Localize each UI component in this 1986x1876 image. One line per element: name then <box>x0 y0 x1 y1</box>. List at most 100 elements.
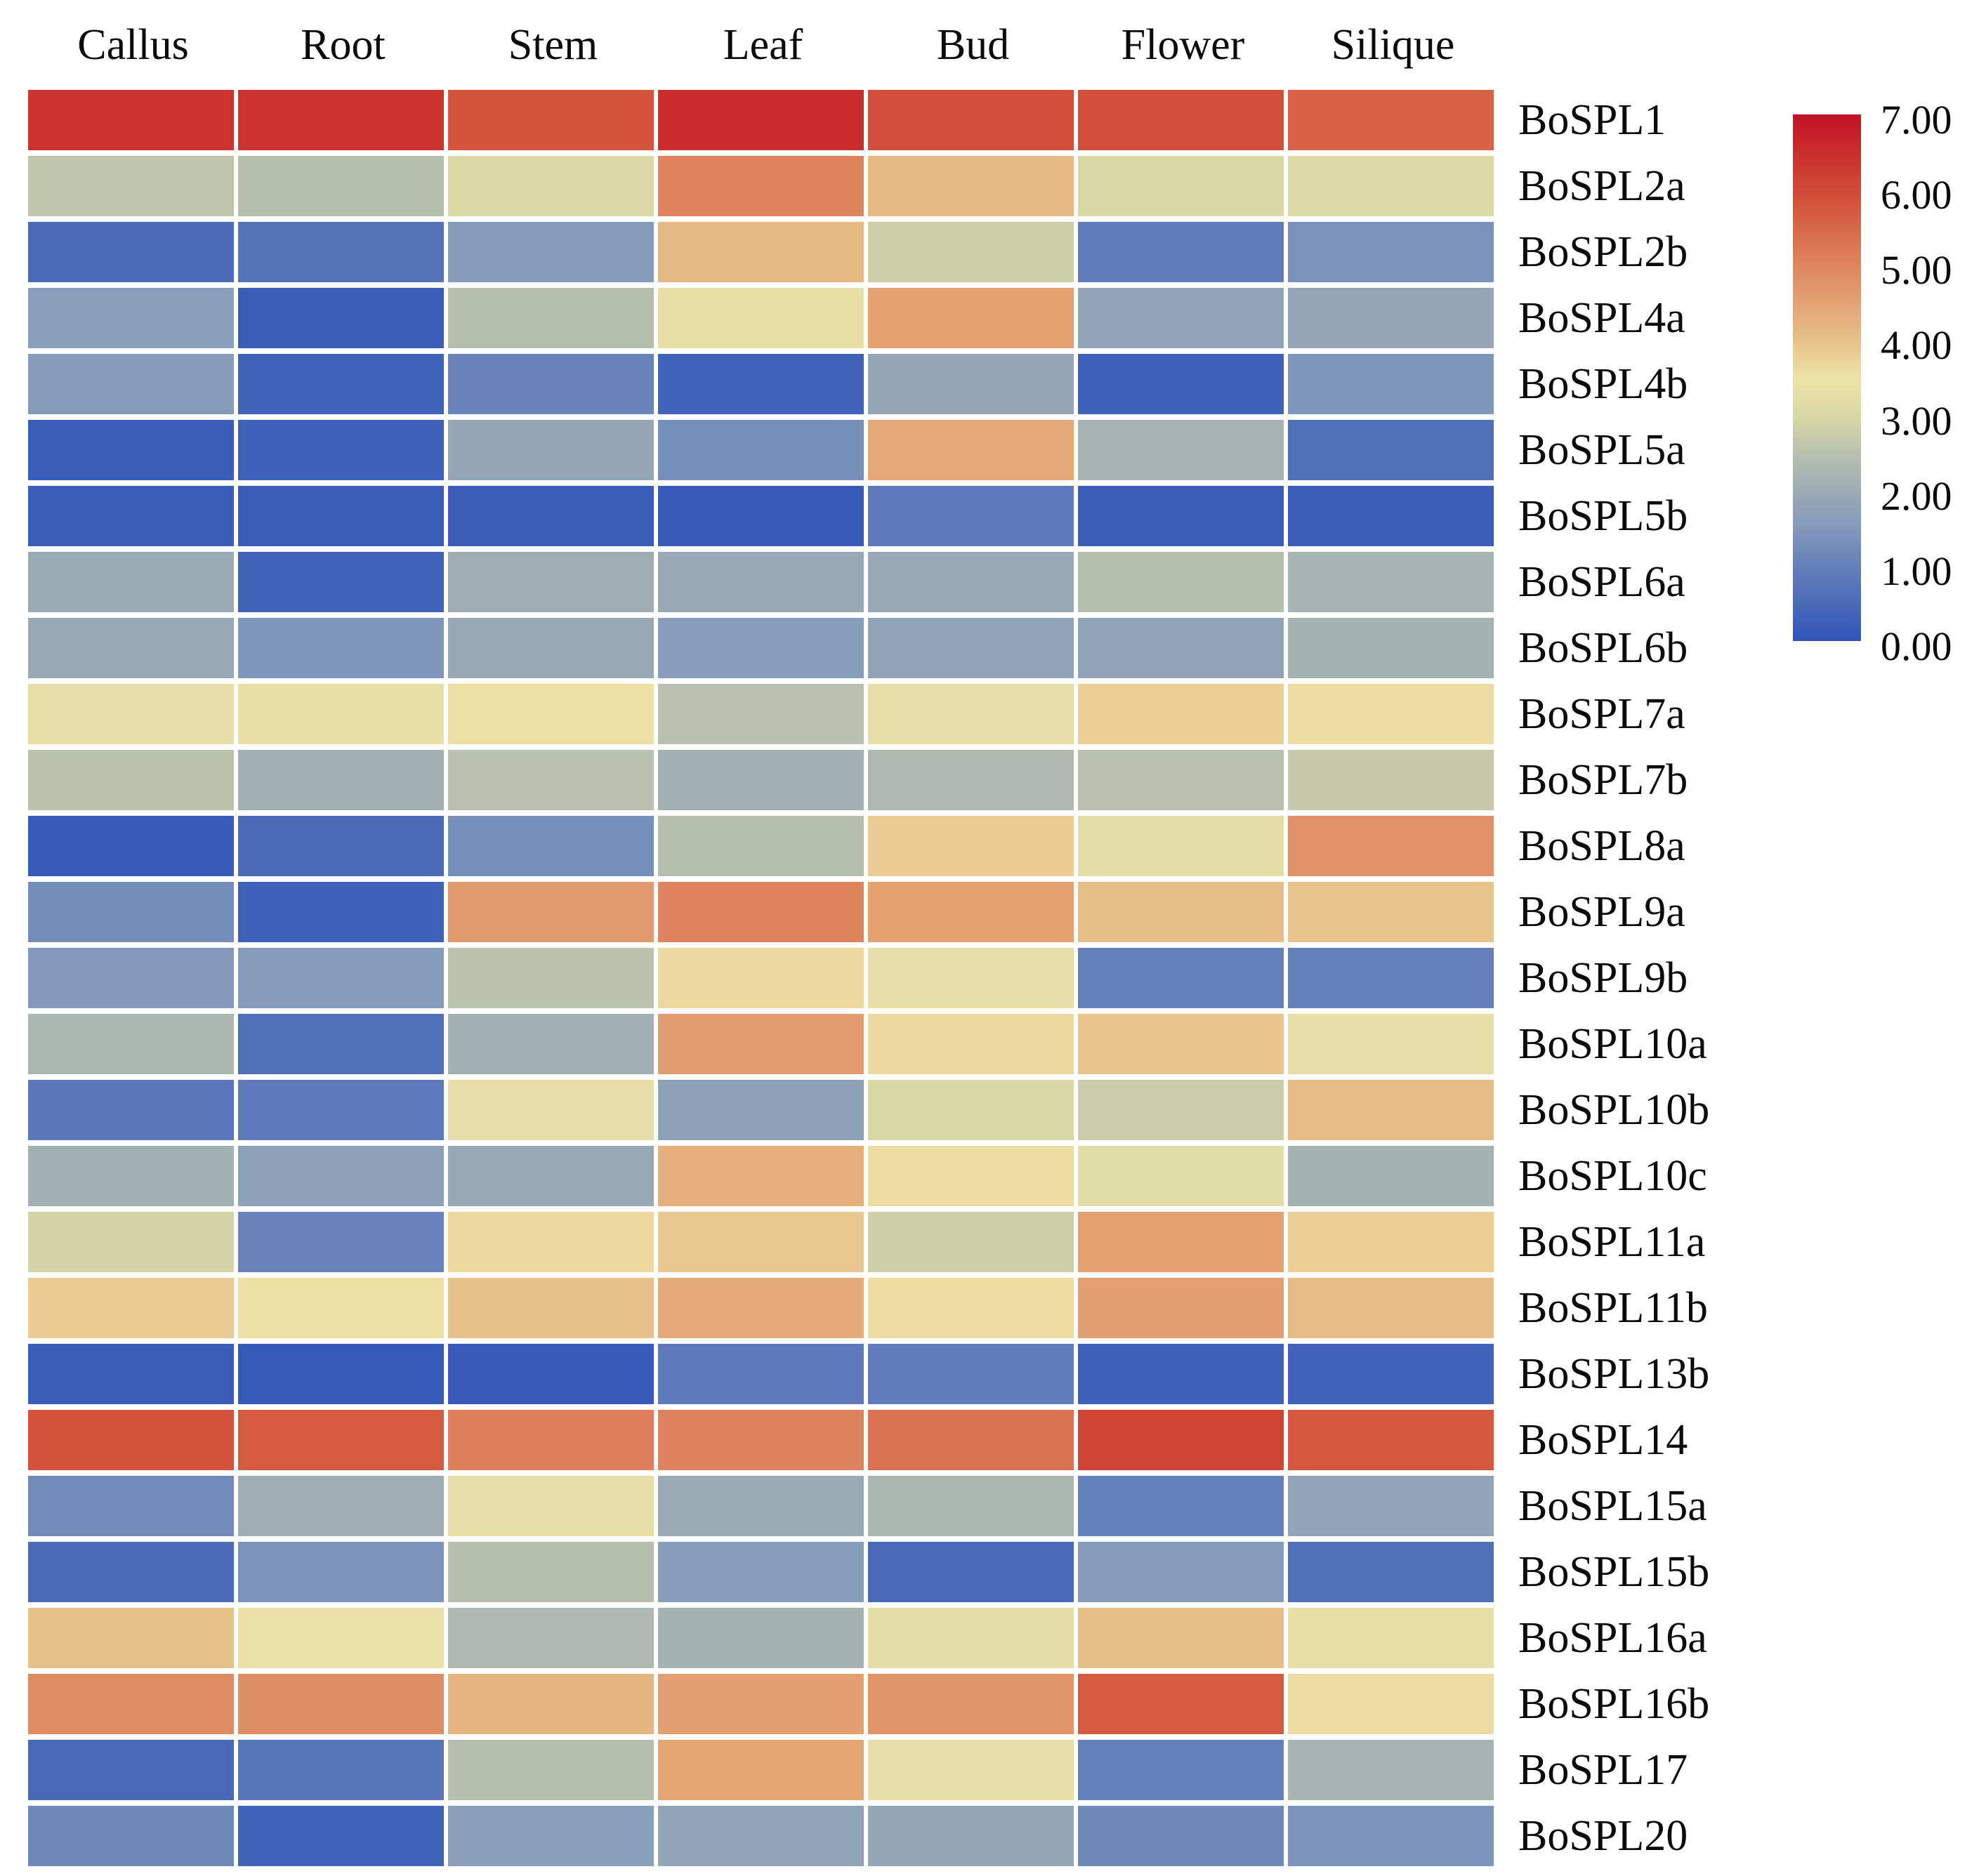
row-label-BoSPL10c: BoSPL10c <box>1518 1151 1707 1200</box>
row-label-BoSPL5b: BoSPL5b <box>1518 491 1688 540</box>
row-label-BoSPL2a: BoSPL2a <box>1518 161 1685 210</box>
heatmap-cell-BoSPL13b-Callus <box>28 1344 234 1404</box>
heatmap-cell-BoSPL1-Callus <box>28 90 234 150</box>
heatmap-cell-BoSPL13b-Root <box>238 1344 444 1404</box>
heatmap-cell-BoSPL9b-Bud <box>868 948 1074 1008</box>
heatmap-cell-BoSPL9a-Root <box>238 882 444 942</box>
heatmap-cell-BoSPL16b-Flower <box>1078 1674 1284 1734</box>
heatmap-cell-BoSPL1-Stem <box>448 90 654 150</box>
heatmap-cell-BoSPL13b-Stem <box>448 1344 654 1404</box>
colorbar-legend: 7.00 6.00 5.00 4.00 3.00 2.00 1.00 0.00 <box>1793 100 1986 690</box>
heatmap-cell-BoSPL2a-Silique <box>1288 156 1494 216</box>
colorbar-gradient <box>1793 114 1861 641</box>
heatmap-cell-BoSPL8a-Bud <box>868 816 1074 876</box>
heatmap-cell-BoSPL16b-Silique <box>1288 1674 1494 1734</box>
row-label-BoSPL16b: BoSPL16b <box>1518 1679 1710 1728</box>
heatmap-cell-BoSPL14-Leaf <box>658 1410 864 1470</box>
colorbar-tick-2.00: 2.00 <box>1881 473 1952 519</box>
heatmap-cell-BoSPL15b-Silique <box>1288 1542 1494 1602</box>
heatmap-cell-BoSPL7a-Leaf <box>658 684 864 744</box>
heatmap-cell-BoSPL15a-Bud <box>868 1476 1074 1536</box>
heatmap-cell-BoSPL5b-Flower <box>1078 486 1284 546</box>
heatmap-cell-BoSPL10b-Callus <box>28 1080 234 1140</box>
heatmap-cell-BoSPL1-Leaf <box>658 90 864 150</box>
heatmap-cell-BoSPL14-Callus <box>28 1410 234 1470</box>
column-header-stem: Stem <box>508 21 598 69</box>
colorbar-tick-7.00: 7.00 <box>1881 97 1952 143</box>
heatmap-cell-BoSPL16a-Silique <box>1288 1608 1494 1668</box>
heatmap-cell-BoSPL5b-Leaf <box>658 486 864 546</box>
heatmap-cell-BoSPL16a-Flower <box>1078 1608 1284 1668</box>
heatmap-cell-BoSPL2a-Flower <box>1078 156 1284 216</box>
heatmap-cell-BoSPL11a-Silique <box>1288 1212 1494 1272</box>
heatmap-cell-BoSPL7b-Silique <box>1288 750 1494 810</box>
heatmap-cell-BoSPL7b-Bud <box>868 750 1074 810</box>
row-label-BoSPL8a: BoSPL8a <box>1518 821 1685 870</box>
heatmap-cell-BoSPL10c-Leaf <box>658 1146 864 1206</box>
colorbar-tick-1.00: 1.00 <box>1881 548 1952 594</box>
heatmap-cell-BoSPL11b-Stem <box>448 1278 654 1338</box>
colorbar-tick-5.00: 5.00 <box>1881 247 1952 293</box>
heatmap-cell-BoSPL11a-Leaf <box>658 1212 864 1272</box>
heatmap-cell-BoSPL17-Silique <box>1288 1740 1494 1800</box>
heatmap-cell-BoSPL5a-Leaf <box>658 420 864 480</box>
row-label-BoSPL10b: BoSPL10b <box>1518 1085 1710 1134</box>
heatmap-cell-BoSPL9b-Stem <box>448 948 654 1008</box>
row-label-BoSPL10a: BoSPL10a <box>1518 1019 1707 1068</box>
heatmap-cell-BoSPL6a-Root <box>238 552 444 612</box>
column-header-bud: Bud <box>936 21 1010 69</box>
heatmap-cell-BoSPL15a-Callus <box>28 1476 234 1536</box>
heatmap-cell-BoSPL4a-Bud <box>868 288 1074 348</box>
heatmap-cell-BoSPL15a-Flower <box>1078 1476 1284 1536</box>
heatmap-cell-BoSPL15b-Stem <box>448 1542 654 1602</box>
heatmap-cell-BoSPL7b-Callus <box>28 750 234 810</box>
row-label-BoSPL1: BoSPL1 <box>1518 95 1666 144</box>
heatmap-cell-BoSPL7b-Leaf <box>658 750 864 810</box>
heatmap-cell-BoSPL16b-Bud <box>868 1674 1074 1734</box>
row-label-BoSPL15b: BoSPL15b <box>1518 1547 1710 1596</box>
row-labels: BoSPL1 BoSPL2a BoSPL2b BoSPL4a BoSPL4b BoSPL5… <box>1518 90 1709 1872</box>
heatmap-cell-BoSPL4b-Leaf <box>658 354 864 414</box>
row-label-BoSPL6a: BoSPL6a <box>1518 557 1685 606</box>
heatmap-cell-BoSPL10b-Bud <box>868 1080 1074 1140</box>
heatmap-cell-BoSPL2b-Silique <box>1288 222 1494 282</box>
heatmap-cell-BoSPL17-Callus <box>28 1740 234 1800</box>
heatmap-cell-BoSPL5a-Silique <box>1288 420 1494 480</box>
heatmap-cell-BoSPL4b-Stem <box>448 354 654 414</box>
colorbar-tick-4.00: 4.00 <box>1881 322 1952 369</box>
heatmap-cell-BoSPL9b-Callus <box>28 948 234 1008</box>
heatmap-cell-BoSPL2a-Bud <box>868 156 1074 216</box>
heatmap-cell-BoSPL5a-Flower <box>1078 420 1284 480</box>
heatmap-cell-BoSPL10a-Stem <box>448 1014 654 1074</box>
heatmap-cell-BoSPL6a-Stem <box>448 552 654 612</box>
heatmap-cell-BoSPL9a-Silique <box>1288 882 1494 942</box>
heatmap-cell-BoSPL15b-Callus <box>28 1542 234 1602</box>
heatmap-cell-BoSPL2b-Leaf <box>658 222 864 282</box>
row-label-BoSPL20: BoSPL20 <box>1518 1811 1688 1860</box>
heatmap-cell-BoSPL5b-Stem <box>448 486 654 546</box>
heatmap-cell-BoSPL11b-Root <box>238 1278 444 1338</box>
heatmap-cell-BoSPL15b-Flower <box>1078 1542 1284 1602</box>
heatmap-cell-BoSPL20-Leaf <box>658 1806 864 1866</box>
heatmap-cell-BoSPL16b-Stem <box>448 1674 654 1734</box>
heatmap-cell-BoSPL2b-Bud <box>868 222 1074 282</box>
heatmap-cell-BoSPL2a-Leaf <box>658 156 864 216</box>
heatmap-cell-BoSPL10b-Flower <box>1078 1080 1284 1140</box>
heatmap-cell-BoSPL6b-Callus <box>28 618 234 678</box>
heatmap-cell-BoSPL10b-Leaf <box>658 1080 864 1140</box>
heatmap-cell-BoSPL10a-Silique <box>1288 1014 1494 1074</box>
colorbar-tick-3.00: 3.00 <box>1881 397 1952 444</box>
heatmap-cell-BoSPL2a-Stem <box>448 156 654 216</box>
row-label-BoSPL4a: BoSPL4a <box>1518 293 1685 342</box>
heatmap-cell-BoSPL1-Bud <box>868 90 1074 150</box>
heatmap-cell-BoSPL10a-Root <box>238 1014 444 1074</box>
heatmap-cell-BoSPL8a-Leaf <box>658 816 864 876</box>
heatmap-cell-BoSPL16a-Bud <box>868 1608 1074 1668</box>
heatmap-cell-BoSPL6a-Flower <box>1078 552 1284 612</box>
heatmap-cell-BoSPL7a-Flower <box>1078 684 1284 744</box>
heatmap-cell-BoSPL5a-Bud <box>868 420 1074 480</box>
heatmap-cell-BoSPL6b-Root <box>238 618 444 678</box>
heatmap-cell-BoSPL2b-Root <box>238 222 444 282</box>
heatmap-cell-BoSPL10c-Silique <box>1288 1146 1494 1206</box>
heatmap-cell-BoSPL2b-Flower <box>1078 222 1284 282</box>
